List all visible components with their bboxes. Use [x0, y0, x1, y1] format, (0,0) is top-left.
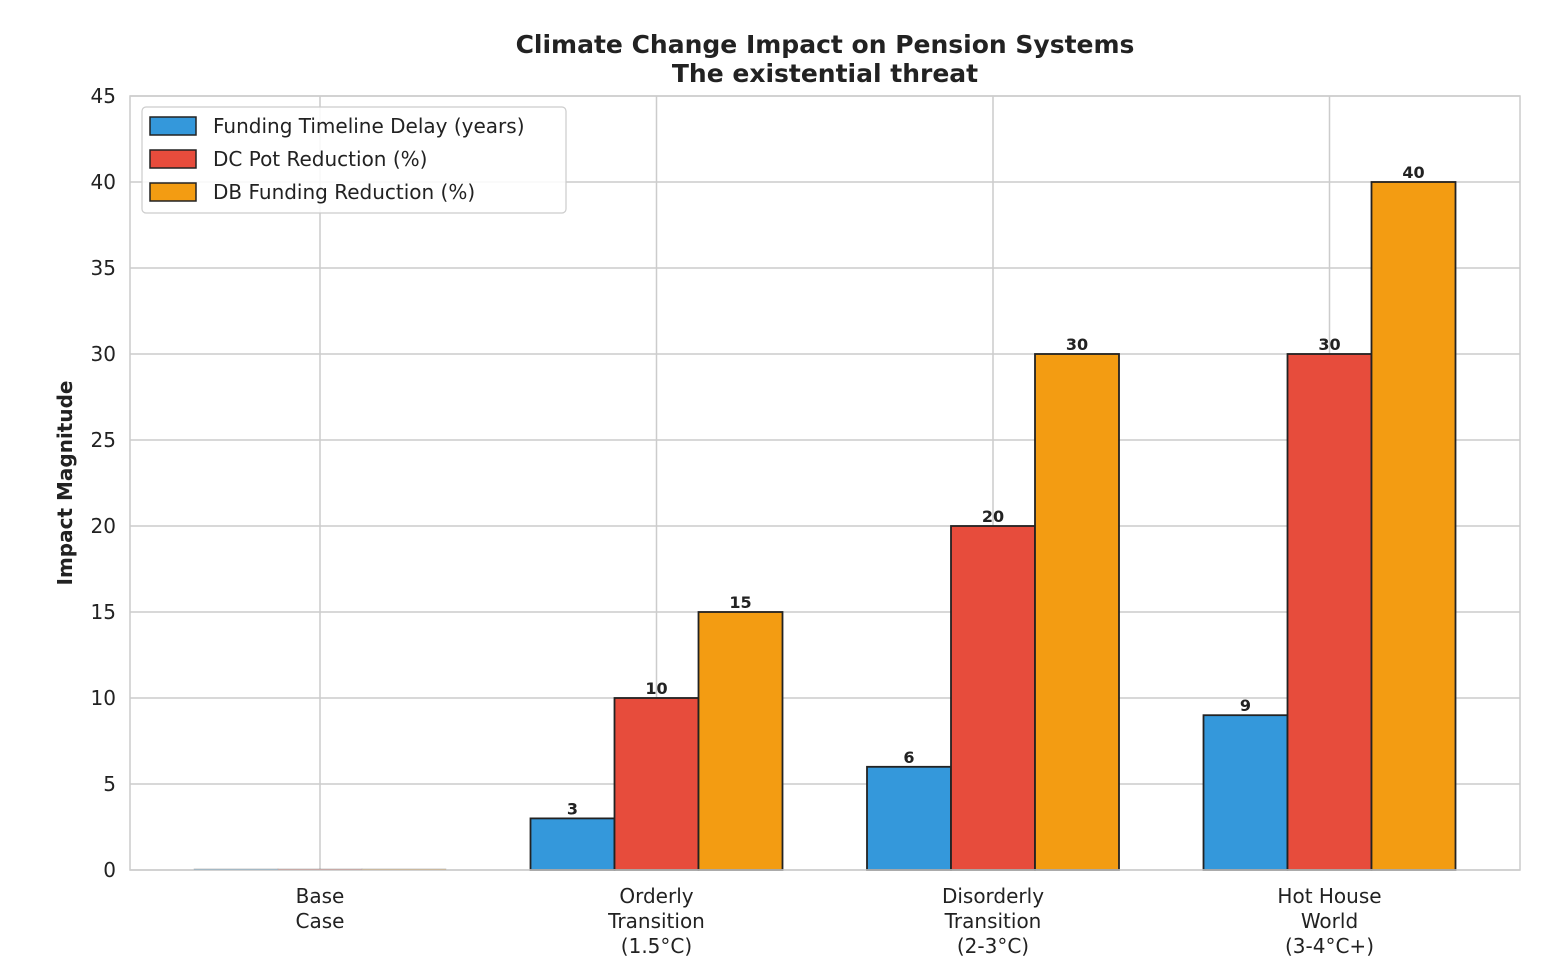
x-tick-label: (1.5°C)	[621, 934, 692, 958]
legend-swatch	[149, 182, 197, 202]
bar-labels: 3 6 9 10 20 30 15 30 40	[567, 163, 1425, 818]
chart-subtitle: The existential threat	[672, 59, 978, 88]
legend-box	[141, 106, 567, 214]
x-tick-label: Hot House	[1277, 884, 1381, 908]
bar-value-label: 10	[645, 679, 667, 698]
bar-value-label: 20	[982, 507, 1004, 526]
bar-value-label: 30	[1318, 335, 1340, 354]
legend: Funding Timeline Delay (years) DC Pot Red…	[141, 106, 567, 214]
bar-value-label: 3	[567, 799, 578, 818]
plot-frame	[129, 95, 1521, 871]
y-tick-label: 35	[91, 256, 116, 280]
y-tick-label: 15	[91, 600, 116, 624]
x-tick-label: Transition	[607, 909, 705, 933]
bar	[1370, 181, 1457, 871]
x-tick-label: Disorderly	[942, 884, 1044, 908]
bar-value-label: 15	[729, 593, 751, 612]
bar	[1034, 353, 1120, 871]
y-tick-label: 10	[91, 686, 116, 710]
bar	[1286, 353, 1373, 871]
y-tick-label: 0	[103, 858, 116, 882]
bar	[866, 765, 952, 871]
y-tick-label: 40	[91, 170, 116, 194]
legend-swatch	[149, 149, 197, 169]
x-tick-label: Transition	[944, 909, 1042, 933]
bar-value-label: 40	[1402, 163, 1424, 182]
bar	[613, 697, 700, 871]
y-tick-label: 45	[91, 84, 116, 108]
x-tick-label: Orderly	[619, 884, 693, 908]
bar-value-label: 9	[1240, 696, 1251, 715]
legend-label: Funding Timeline Delay (years)	[213, 114, 525, 138]
axis-ticks: 051015202530354045BaseCaseOrderlyTransit…	[91, 84, 1382, 958]
y-tick-label: 5	[103, 772, 116, 796]
x-tick-label: Base	[296, 884, 345, 908]
bar-value-label: 30	[1066, 335, 1088, 354]
x-tick-label: (2-3°C)	[957, 934, 1029, 958]
bar-value-label: 6	[903, 748, 914, 767]
legend-swatch	[149, 116, 197, 136]
y-tick-label: 30	[91, 342, 116, 366]
bar	[529, 817, 616, 871]
y-tick-label: 25	[91, 428, 116, 452]
legend-label: DB Funding Reduction (%)	[213, 180, 475, 204]
x-tick-label: World	[1301, 909, 1358, 933]
x-tick-label: Case	[296, 909, 345, 933]
y-axis-label: Impact Magnitude	[53, 381, 77, 586]
legend-label: DC Pot Reduction (%)	[213, 147, 427, 171]
bar	[950, 525, 1036, 871]
y-tick-label: 20	[91, 514, 116, 538]
bar	[697, 611, 784, 871]
bar	[1202, 714, 1289, 871]
chart-title: Climate Change Impact on Pension Systems	[516, 30, 1135, 59]
x-tick-label: (3-4°C+)	[1285, 934, 1374, 958]
